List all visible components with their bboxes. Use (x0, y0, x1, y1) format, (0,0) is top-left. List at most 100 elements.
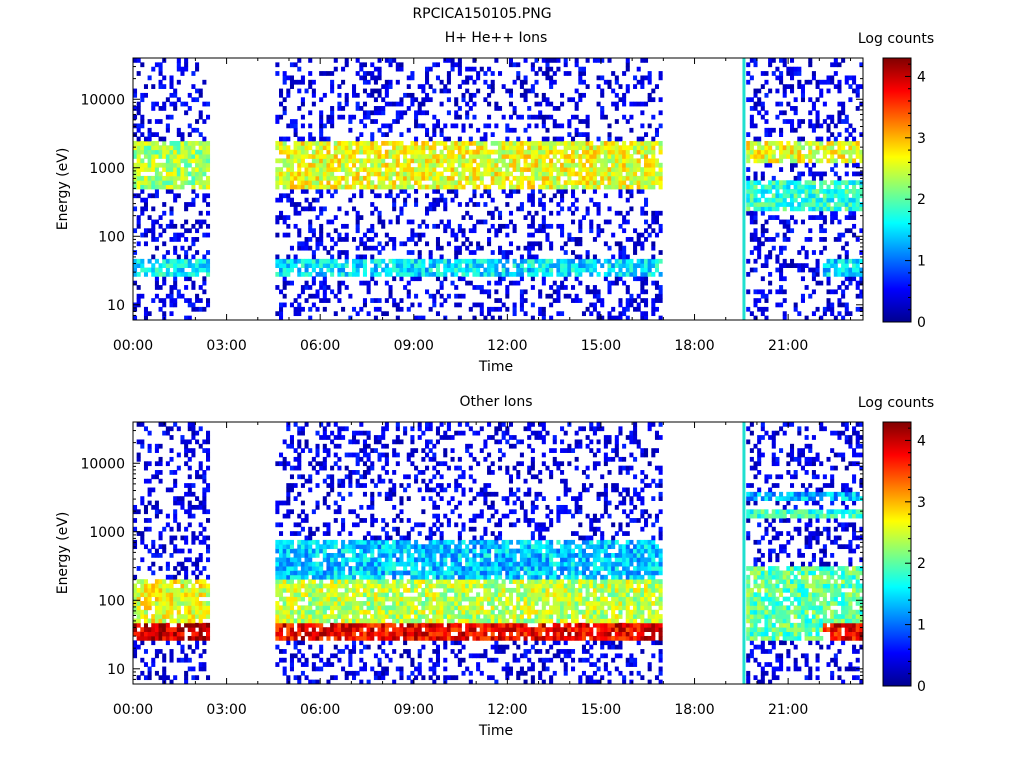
heatmap-cell (282, 280, 287, 286)
heatmap-cell (432, 223, 437, 229)
heatmap-cell (282, 158, 287, 164)
heatmap-cell (811, 215, 816, 220)
heatmap-cell (315, 258, 320, 264)
heatmap-cell (658, 171, 663, 177)
heatmap-cell (487, 171, 492, 177)
heatmap-cell (629, 189, 634, 194)
heatmap-cell (786, 66, 791, 72)
heatmap-cell (297, 228, 302, 234)
heatmap-cell (162, 583, 167, 589)
heatmap-cell (403, 162, 408, 168)
heatmap-cell (279, 561, 284, 567)
heatmap-cell (603, 193, 608, 199)
heatmap-cell (162, 154, 167, 159)
heatmap-cell (169, 285, 174, 290)
heatmap-cell (793, 263, 798, 268)
heatmap-cell (344, 184, 349, 190)
heatmap-cell (392, 276, 397, 282)
heatmap-cell (289, 561, 294, 567)
heatmap-cell (384, 184, 389, 190)
heatmap-cell (169, 487, 174, 493)
heatmap-cell (837, 79, 842, 85)
heatmap-cell (275, 522, 280, 528)
heatmap-cell (651, 311, 656, 317)
heatmap-cell (644, 237, 649, 242)
heatmap-cell (377, 58, 382, 63)
heatmap-cell (541, 202, 546, 207)
heatmap-cell (279, 88, 284, 94)
heatmap-cell (468, 97, 473, 103)
heatmap-cell (549, 149, 554, 155)
heatmap-cell (435, 267, 440, 273)
heatmap-cell (779, 289, 784, 295)
heatmap-cell (165, 184, 170, 190)
heatmap-cell (636, 140, 641, 146)
heatmap-cell (297, 456, 302, 462)
heatmap-cell (435, 263, 440, 268)
heatmap-cell (304, 271, 309, 277)
heatmap-cell (819, 237, 824, 242)
heatmap-cell (322, 136, 327, 142)
heatmap-cell (472, 271, 477, 277)
heatmap-cell (176, 167, 181, 172)
heatmap-cell (465, 180, 470, 186)
heatmap-cell (176, 618, 181, 624)
heatmap-cell (753, 184, 758, 190)
heatmap-cell (403, 110, 408, 116)
heatmap-cell (414, 97, 419, 103)
heatmap-cell (425, 289, 430, 295)
heatmap-cell (830, 75, 835, 81)
heatmap-cell (341, 237, 346, 242)
heatmap-cell (505, 171, 510, 177)
heatmap-cell (206, 456, 211, 462)
heatmap-cell (297, 544, 302, 550)
heatmap-cell (289, 267, 294, 273)
heatmap-cell (293, 548, 298, 554)
heatmap-cell (749, 267, 754, 273)
heatmap-cell (523, 162, 528, 168)
heatmap-cell (195, 167, 200, 172)
heatmap-cell (534, 58, 539, 63)
heatmap-cell (804, 79, 809, 85)
heatmap-cell (844, 215, 849, 220)
heatmap-cell (581, 258, 586, 264)
heatmap-cell (373, 184, 378, 190)
heatmap-cell (494, 258, 499, 264)
heatmap-cell (848, 215, 853, 220)
heatmap-cell (516, 267, 521, 273)
heatmap-cell (512, 110, 517, 116)
heatmap-cell (596, 315, 601, 321)
heatmap-cell (614, 140, 619, 146)
heatmap-cell (388, 189, 393, 194)
heatmap-cell (184, 285, 189, 290)
heatmap-cell (147, 670, 152, 676)
heatmap-cell (370, 237, 375, 242)
heatmap-cell (516, 62, 521, 68)
heatmap-cell (505, 258, 510, 264)
heatmap-cell (574, 237, 579, 242)
heatmap-cell (406, 162, 411, 168)
heatmap-cell (151, 627, 156, 632)
heatmap-cell (202, 526, 207, 532)
heatmap-cell (581, 140, 586, 146)
heatmap-cell (341, 149, 346, 155)
heatmap-cell (538, 66, 543, 72)
heatmap-cell (578, 79, 583, 85)
heatmap-cell (848, 123, 853, 129)
heatmap-cell (428, 258, 433, 264)
heatmap-cell (790, 263, 795, 268)
heatmap-cell (293, 140, 298, 146)
heatmap-cell (151, 101, 156, 107)
heatmap-cell (187, 276, 192, 282)
heatmap-cell (530, 66, 535, 72)
heatmap-cell (180, 66, 185, 72)
heatmap-cell (399, 271, 404, 277)
heatmap-cell (341, 154, 346, 159)
heatmap-cell (512, 306, 517, 312)
heatmap-cell (465, 110, 470, 116)
heatmap-cell (844, 228, 849, 234)
heatmap-cell (300, 79, 305, 85)
heatmap-cell (282, 215, 287, 220)
heatmap-cell (614, 180, 619, 186)
heatmap-cell (654, 258, 659, 264)
